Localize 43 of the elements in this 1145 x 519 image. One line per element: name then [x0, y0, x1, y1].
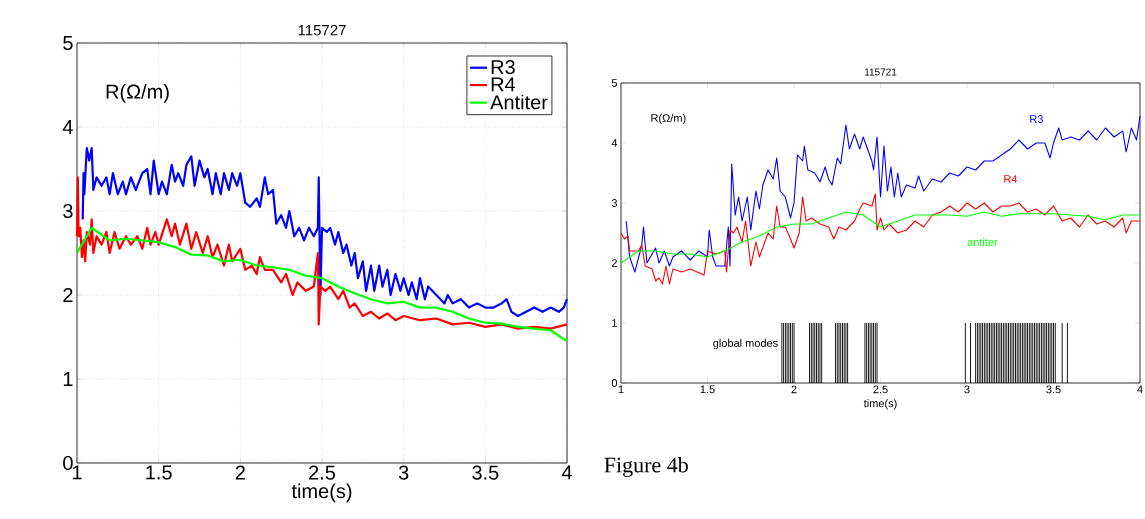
caption: Figure 4b: [604, 456, 688, 478]
line-series: [75, 176, 569, 330]
y-tick-label: 1: [612, 319, 617, 327]
x-tick-label: 3: [398, 465, 409, 480]
line-series: [625, 115, 1141, 273]
y-tick-label: 2: [611, 259, 617, 267]
legend-label: R3: [491, 59, 515, 75]
x-tick-label: 1: [618, 385, 624, 394]
x-tick-label: 3.5: [1046, 385, 1061, 394]
line-series: [620, 193, 1141, 285]
x-tick-label: 2: [791, 385, 797, 394]
series-label: global modes: [713, 338, 778, 350]
series-label: R3: [1030, 115, 1043, 123]
y-tick-label: 0: [63, 455, 73, 471]
line-series: [75, 226, 569, 343]
y-axis-title: R(Ω/m): [106, 84, 169, 103]
y-tick-label: 4: [62, 120, 73, 134]
y-tick-label: 5: [611, 79, 618, 87]
x-axis-title: time(s): [863, 399, 897, 410]
legend-label: R4: [491, 77, 516, 92]
x-tick-label: 1.5: [146, 465, 172, 480]
y-tick-label: 4: [611, 139, 618, 147]
x-tick-label: 2: [235, 465, 245, 480]
x-tick-label: 4: [1137, 385, 1143, 394]
x-tick-label: 2.5: [873, 385, 888, 394]
y-tick-label: 3: [611, 199, 618, 207]
series-label: R4: [1004, 175, 1018, 183]
x-axis-title: time(s): [291, 483, 352, 503]
x-tick-label: 3.5: [472, 465, 499, 480]
x-tick-label: 2.5: [309, 465, 336, 480]
y-tick-label: 0: [611, 379, 618, 387]
x-tick-label: 3: [964, 385, 970, 394]
y-tick-label: 2: [63, 288, 73, 302]
series-label: antiter: [967, 237, 998, 247]
chart-title: 115721: [864, 68, 897, 76]
x-tick-label: 4: [561, 465, 572, 480]
y-axis-title: R(Ω/m): [651, 113, 686, 125]
y-tick-label: 3: [63, 203, 73, 219]
legend-label: Antiter: [490, 94, 548, 110]
x-tick-label: 1.5: [700, 385, 715, 394]
chart-title: 115727: [298, 24, 346, 36]
line-series: [81, 146, 569, 318]
y-tick-label: 5: [63, 36, 73, 50]
